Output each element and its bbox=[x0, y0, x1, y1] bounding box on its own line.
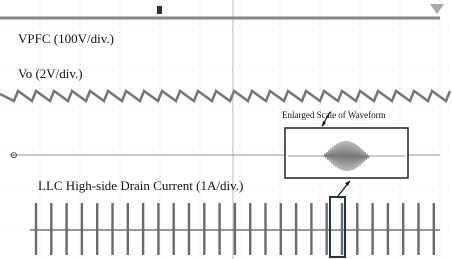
current-burst bbox=[203, 203, 205, 255]
trigger-marker bbox=[157, 6, 162, 14]
current-burst bbox=[218, 203, 220, 255]
current-burst bbox=[50, 203, 52, 255]
current-burst bbox=[433, 203, 435, 255]
current-burst bbox=[387, 203, 389, 255]
oscilloscope-screen: ⊙ VPFC (100V/div.) Vo (2V/div.) Enlarged… bbox=[0, 0, 452, 259]
current-burst bbox=[417, 203, 419, 255]
current-burst bbox=[142, 203, 144, 255]
current-burst bbox=[81, 203, 83, 255]
current-burst bbox=[280, 203, 282, 255]
current-burst bbox=[326, 203, 328, 255]
current-burst bbox=[157, 203, 159, 255]
current-burst bbox=[65, 203, 67, 255]
current-burst bbox=[371, 203, 373, 255]
current-burst bbox=[127, 203, 129, 255]
current-burst bbox=[111, 203, 113, 255]
current-burst bbox=[264, 203, 266, 255]
vpfc-label: VPFC (100V/div.) bbox=[18, 31, 114, 46]
current-burst bbox=[188, 203, 190, 255]
current-burst bbox=[402, 203, 404, 255]
channel-marker: ⊙ bbox=[10, 150, 18, 160]
current-burst bbox=[295, 203, 297, 255]
current-burst bbox=[310, 203, 312, 255]
drain-label: LLC High-side Drain Current (1A/div.) bbox=[38, 178, 243, 193]
current-burst bbox=[173, 203, 175, 255]
vo-label: Vo (2V/div.) bbox=[18, 66, 83, 81]
enlarged-label: Enlarged Scale of Waveform bbox=[282, 110, 386, 120]
current-burst bbox=[35, 203, 37, 255]
current-burst bbox=[234, 203, 236, 255]
current-burst bbox=[96, 203, 98, 255]
current-burst bbox=[341, 203, 343, 255]
current-burst bbox=[249, 203, 251, 255]
current-burst bbox=[356, 203, 358, 255]
